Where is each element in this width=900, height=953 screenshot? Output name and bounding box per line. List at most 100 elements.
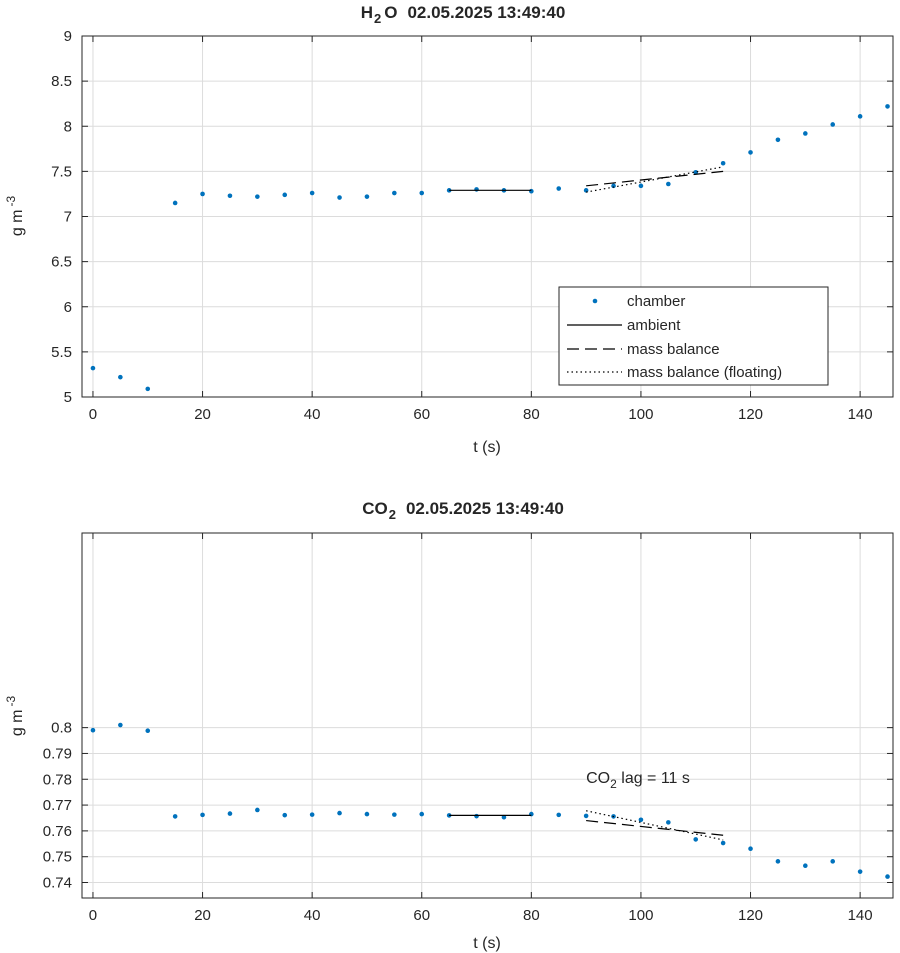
h2o-y-tick-label: 7 xyxy=(64,209,72,226)
legend-chamber-marker xyxy=(592,298,598,304)
co2-chamber-point xyxy=(118,722,123,728)
co2-lag-annotation: CO2 lag = 11 s xyxy=(586,770,690,791)
legend-chamber-label: chamber xyxy=(627,293,685,310)
h2o-x-tick-label: 100 xyxy=(628,406,653,423)
co2-chamber-point xyxy=(775,859,781,864)
co2-x-tick-label: 60 xyxy=(413,907,430,924)
co2-x-tick-label: 40 xyxy=(304,907,321,924)
h2o-x-tick-label: 140 xyxy=(848,406,873,423)
co2-y-tick-label: 0.79 xyxy=(43,745,72,762)
legend-mass-balance-label: mass balance xyxy=(627,341,720,358)
h2o-chamber-point xyxy=(720,160,726,166)
h2o-chamber-point xyxy=(145,386,151,392)
h2o-panel: H2 O 02.05.2025 13:49:40 0 20 40 60 80 100 120 14… xyxy=(4,3,894,456)
co2-chamber-point xyxy=(720,840,726,846)
co2-y-tick-label: 0.75 xyxy=(43,849,72,866)
h2o-x-tick-label: 40 xyxy=(304,406,321,423)
h2o-chamber-point xyxy=(529,188,534,194)
co2-chamber-point xyxy=(501,814,507,820)
h2o-marks xyxy=(90,104,890,392)
co2-chamber-point xyxy=(857,869,863,874)
co2-marks xyxy=(90,722,890,879)
co2-x-tick-label: 20 xyxy=(194,907,211,924)
co2-axes-box xyxy=(81,532,894,899)
co2-chamber-point xyxy=(145,728,151,734)
co2-x-axis-label: t (s) xyxy=(473,935,501,952)
co2-chamber-point xyxy=(474,813,479,819)
co2-x-tick-label: 0 xyxy=(89,907,97,924)
h2o-chamber-point xyxy=(885,104,890,109)
h2o-chamber-point xyxy=(200,191,205,197)
legend-box xyxy=(558,286,829,386)
h2o-chamber-point xyxy=(172,200,178,206)
co2-chamber-point xyxy=(748,846,753,851)
h2o-chamber-point xyxy=(364,194,370,199)
h2o-y-tick-label: 9 xyxy=(64,28,72,45)
h2o-chamber-point xyxy=(666,181,671,187)
h2o-title: H2 O 02.05.2025 13:49:40 xyxy=(361,3,566,26)
co2-x-tick-label: 120 xyxy=(738,907,763,924)
co2-chamber-point xyxy=(90,727,96,733)
co2-y-axis-label: g m-3 xyxy=(4,696,26,737)
co2-chamber-point xyxy=(172,814,178,819)
co2-y-tick-label: 0.74 xyxy=(43,875,72,892)
h2o-x-tick-label: 0 xyxy=(89,406,97,423)
h2o-chamber-point xyxy=(611,183,616,189)
co2-chamber-point xyxy=(227,811,233,816)
h2o-y-tick-label: 8.5 xyxy=(51,73,72,90)
co2-title: CO2 02.05.2025 13:49:40 xyxy=(362,499,564,522)
h2o-chamber-point xyxy=(282,192,288,198)
h2o-chamber-point xyxy=(857,114,863,119)
h2o-x-tick-label: 20 xyxy=(194,406,211,423)
co2-chamber-point xyxy=(200,812,205,818)
co2-chamber-point xyxy=(830,859,836,864)
co2-chamber-point xyxy=(885,874,890,879)
h2o-y-tick-label: 7.5 xyxy=(51,163,72,180)
h2o-ticks: 0 20 40 60 80 100 120 140 5 5.5 6 6.5 7 7.5 8 8.5 9 xyxy=(51,28,893,423)
co2-y-tick-label: 0.78 xyxy=(43,771,72,788)
h2o-chamber-point xyxy=(803,131,808,136)
legend-ambient-label: ambient xyxy=(627,317,681,334)
h2o-y-tick-label: 6.5 xyxy=(51,254,72,271)
co2-ticks: 0 20 40 60 80 100 120 140 0.74 0.75 0.76 0.77 0.78 0.… xyxy=(43,533,893,924)
co2-mass-balance-floating-line xyxy=(586,810,724,841)
h2o-y-tick-label: 5 xyxy=(64,389,72,406)
h2o-y-tick-label: 6 xyxy=(64,299,72,316)
h2o-chamber-point xyxy=(748,150,753,155)
h2o-y-tick-label: 8 xyxy=(64,118,72,135)
h2o-chamber-point xyxy=(90,365,96,371)
h2o-chamber-point xyxy=(392,190,397,196)
co2-x-tick-label: 80 xyxy=(523,907,540,924)
h2o-y-axis-label: g m-3 xyxy=(4,196,26,237)
co2-x-tick-label: 100 xyxy=(628,907,653,924)
co2-y-tick-label: 0.8 xyxy=(51,720,72,737)
h2o-chamber-point xyxy=(118,374,123,380)
h2o-mass-balance-line xyxy=(586,170,724,187)
co2-chamber-point xyxy=(392,812,397,817)
co2-y-tick-label: 0.77 xyxy=(43,797,72,814)
co2-chamber-point xyxy=(364,811,370,817)
co2-chamber-point xyxy=(638,817,644,823)
co2-chamber-point xyxy=(666,820,671,825)
h2o-chamber-point xyxy=(474,187,479,192)
co2-chamber-point xyxy=(556,812,562,818)
co2-grid xyxy=(82,533,893,898)
co2-y-tick-label: 0.76 xyxy=(43,823,72,840)
h2o-chamber-point xyxy=(337,195,342,200)
h2o-x-tick-label: 120 xyxy=(738,406,763,423)
h2o-chamber-point xyxy=(775,137,781,143)
co2-mass-balance-line xyxy=(586,819,724,836)
h2o-x-tick-label: 80 xyxy=(523,406,540,423)
co2-chamber-point xyxy=(255,807,260,813)
legend: chamber ambient mass balance mass balanc… xyxy=(558,286,829,386)
co2-chamber-point xyxy=(803,863,808,869)
co2-chamber-point xyxy=(583,813,589,819)
h2o-chamber-point xyxy=(830,122,836,127)
h2o-chamber-point xyxy=(227,193,233,199)
h2o-y-tick-label: 5.5 xyxy=(51,344,72,361)
h2o-chamber-point xyxy=(556,186,562,191)
co2-panel: CO2 02.05.2025 13:49:40 0 20 40 60 80 100 120 14… xyxy=(4,499,894,952)
co2-chamber-point xyxy=(282,812,288,818)
co2-chamber-point xyxy=(693,837,699,842)
